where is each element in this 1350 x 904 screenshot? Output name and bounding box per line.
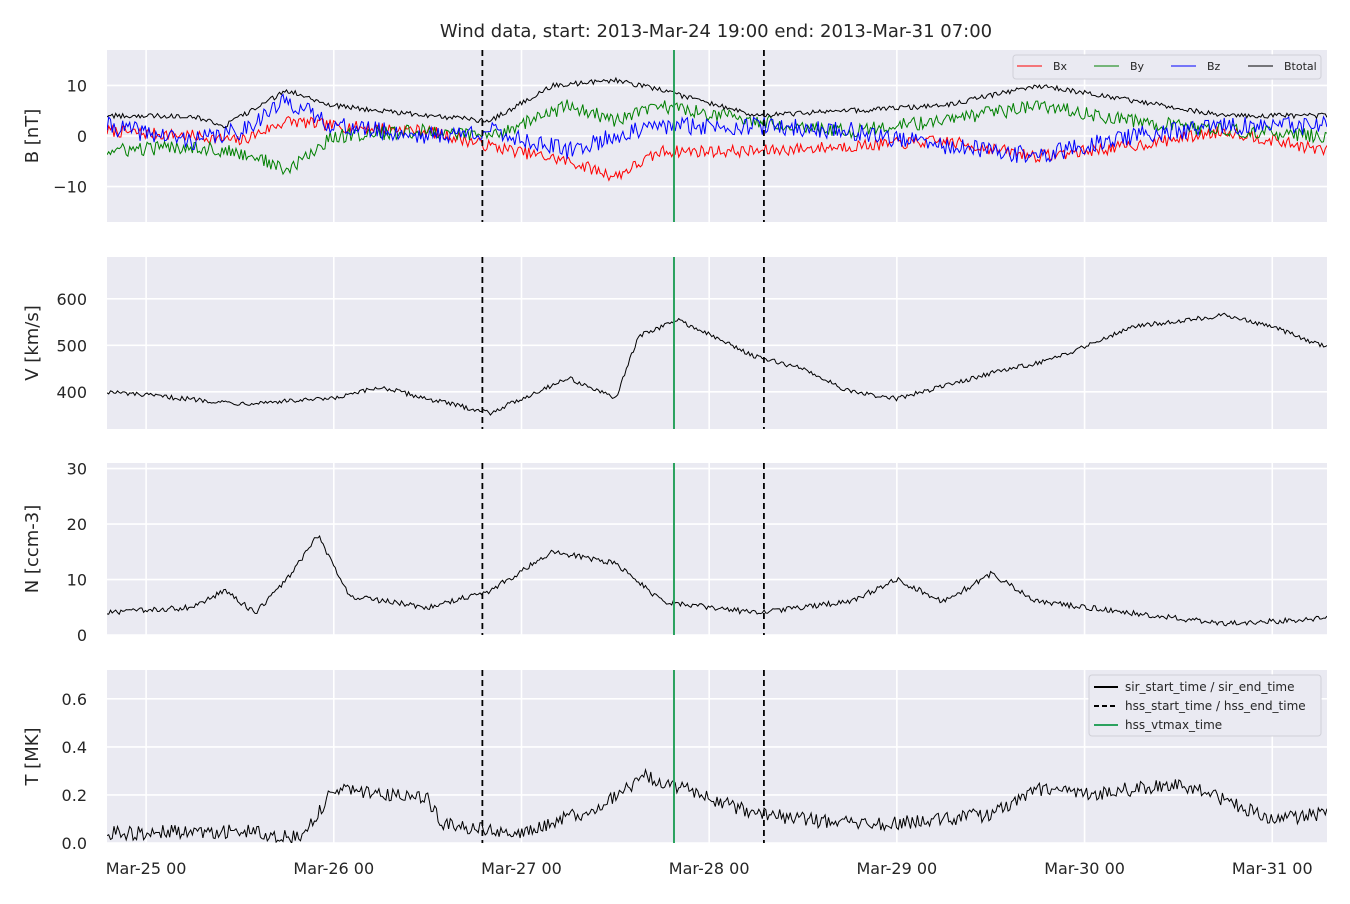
panels-group: −10 0 10 B [nT] 400 500 600 V [km/s] 0 10 20 30 N [c… [22, 50, 1327, 853]
y-tick-label: 600 [56, 290, 87, 309]
y-axis-label: T [MK] [22, 727, 43, 786]
series-line-bz [107, 93, 1327, 164]
y-axis-label: V [km/s] [22, 305, 43, 380]
y-tick-label: 20 [67, 515, 87, 534]
panel-V: 400 500 600 V [km/s] [22, 257, 1327, 429]
y-axis-label: N [ccm-3] [22, 505, 43, 594]
x-tick-label: Mar-31 00 [1232, 859, 1313, 878]
panel-N: 0 10 20 30 N [ccm-3] [22, 460, 1327, 645]
y-tick-label: 0.2 [62, 786, 87, 805]
y-tick-label: 10 [67, 571, 87, 590]
series-group [107, 76, 1327, 182]
legend-frame [1012, 54, 1322, 80]
y-tick-label: 0 [77, 127, 87, 146]
series-group [107, 312, 1327, 416]
y-tick-label: 10 [67, 76, 87, 95]
legend-label: Btotal [1284, 60, 1317, 73]
series-line-bx [107, 115, 1327, 182]
legend-frame [1088, 674, 1322, 737]
x-tick-label: Mar-25 00 [106, 859, 187, 878]
legend-label: Bz [1207, 60, 1221, 73]
y-tick-label: −10 [53, 178, 87, 197]
legend-bottom: sir_start_time / sir_end_time hss_start_t… [1088, 674, 1322, 737]
x-tick-label: Mar-29 00 [856, 859, 937, 878]
series-line-btotal [107, 76, 1327, 129]
y-axis-label: B [nT] [22, 109, 43, 164]
x-tick-labels: Mar-25 00 Mar-26 00 Mar-27 00 Mar-28 00 Mar-… [106, 859, 1313, 878]
plot-area [107, 463, 1327, 635]
y-tick-label: 0.0 [62, 834, 87, 853]
legend-label: By [1130, 60, 1145, 73]
y-tick-label: 0.4 [62, 738, 87, 757]
legend-label: sir_start_time / sir_end_time [1125, 680, 1295, 694]
y-tick-label: 0.6 [62, 690, 87, 709]
legend-label: Bx [1053, 60, 1068, 73]
series-group [107, 767, 1327, 843]
series-line [107, 767, 1327, 843]
y-tick-label: 30 [67, 460, 87, 479]
legend-top: Bx By Bz Btotal [1012, 54, 1322, 80]
legend-label: hss_start_time / hss_end_time [1125, 699, 1306, 713]
x-tick-label: Mar-26 00 [293, 859, 374, 878]
series-group [107, 535, 1327, 627]
y-tick-label: 400 [56, 383, 87, 402]
x-tick-label: Mar-27 00 [481, 859, 562, 878]
legend-label: hss_vtmax_time [1125, 718, 1222, 732]
y-tick-label: 0 [77, 626, 87, 645]
series-line [107, 535, 1327, 627]
y-tick-label: 500 [56, 336, 87, 355]
plot-area [107, 257, 1327, 429]
x-tick-label: Mar-30 00 [1044, 859, 1125, 878]
x-tick-label: Mar-28 00 [669, 859, 750, 878]
series-line [107, 312, 1327, 416]
chart-title: Wind data, start: 2013-Mar-24 19:00 end:… [440, 21, 992, 42]
